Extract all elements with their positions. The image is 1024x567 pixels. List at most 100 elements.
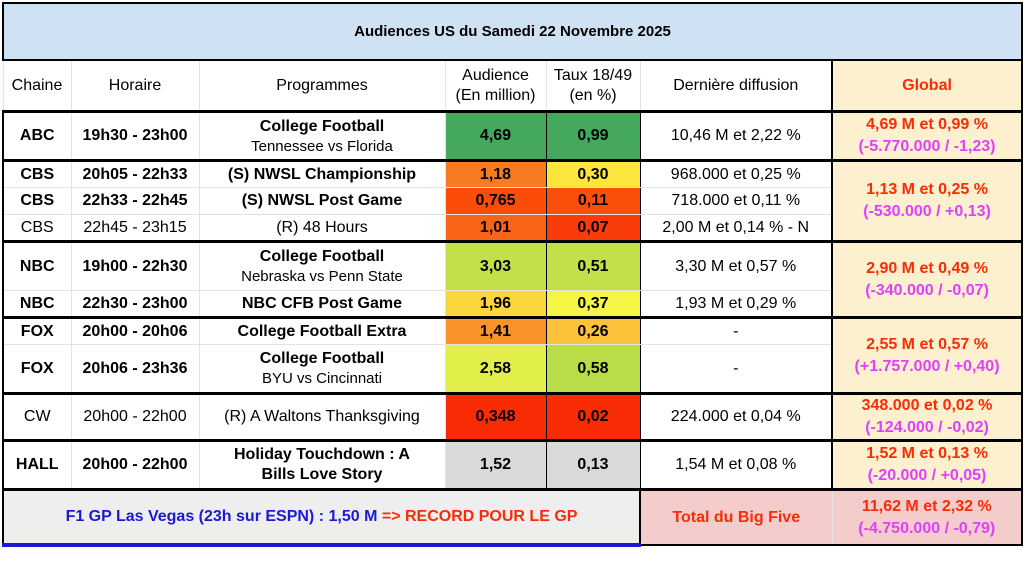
table-row: CW 20h00 - 22h00 (R) A Waltons Thanksgivin…	[2, 392, 1024, 441]
global-total: 2,55 M et 0,57 %	[866, 335, 988, 353]
global-change: (-5.770.000 / -1,23)	[858, 138, 996, 155]
rating-cell: 0,13	[545, 439, 641, 490]
rating-cell: 0,30	[545, 159, 641, 188]
header-taux-line2: (en %)	[569, 86, 617, 104]
audience-cell: 4,69	[444, 110, 547, 161]
last-broadcast-cell: 968.000 et 0,25 %	[639, 159, 833, 188]
program-title: Holiday Touchdown : A	[234, 446, 410, 463]
time-slot-cell: 22h45 - 23h15	[70, 214, 200, 242]
channel-cell: CBS	[2, 187, 72, 215]
audience-cell: 1,52	[444, 439, 547, 490]
channel-cell: FOX	[2, 344, 72, 394]
time-slot-cell: 20h00 - 22h00	[70, 439, 200, 490]
program-title: College Football	[259, 248, 385, 265]
rating-cell: 0,99	[545, 110, 641, 161]
table-row: NBC 19h00 - 22h30 College Football Nebraska…	[2, 240, 1024, 318]
program-cell: College Football Tennessee vs Florida	[198, 110, 446, 161]
program-subtitle: Tennessee vs Florida	[251, 137, 393, 155]
footer-note-f1: F1 GP Las Vegas (23h sur ESPN) : 1,50 M	[65, 508, 378, 525]
time-slot-cell: 22h33 - 22h45	[70, 187, 200, 215]
total-value: 11,62 M et 2,32 % (-4.750.000 / -0,79)	[831, 488, 1024, 546]
time-slot-cell: 20h05 - 22h33	[70, 159, 200, 188]
last-broadcast-cell: 224.000 et 0,04 %	[639, 392, 833, 441]
last-broadcast-cell: 2,00 M et 0,14 % - N	[639, 214, 833, 242]
audience-cell: 0,765	[444, 187, 547, 215]
footer-row: F1 GP Las Vegas (23h sur ESPN) : 1,50 M …	[2, 488, 1024, 547]
audience-cell: 1,96	[444, 290, 547, 318]
table-row: CBS 20h05 - 22h33 (S) NWSL Championship 1,1…	[2, 159, 1024, 242]
table-title: Audiences US du Samedi 22 Novembre 2025	[1, 2, 1024, 61]
global-change: (-20.000 / +0,05)	[867, 467, 987, 484]
audience-cell: 1,41	[444, 316, 547, 345]
global-change: (-340.000 / -0,07)	[865, 281, 989, 299]
channel-cell: NBC	[2, 240, 72, 291]
audience-cell: 3,03	[444, 240, 547, 291]
program-subtitle: BYU vs Cincinnati	[261, 370, 383, 387]
global-cell: 2,90 M et 0,49 % (-340.000 / -0,07)	[830, 240, 1024, 318]
footer-note: F1 GP Las Vegas (23h sur ESPN) : 1,50 M …	[2, 488, 641, 547]
rating-cell: 0,11	[545, 187, 641, 215]
last-broadcast-cell: -	[639, 344, 833, 394]
global-change: (-124.000 / -0,02)	[865, 419, 989, 436]
program-subtitle: Nebraska vs Penn State	[241, 268, 403, 285]
global-cell: 1,52 M et 0,13 % (-20.000 / +0,05)	[830, 439, 1024, 490]
program-title: (R) 48 Hours	[276, 218, 368, 236]
global-cell: 348.000 et 0,02 % (-124.000 / -0,02)	[830, 392, 1024, 441]
channel-cell: NBC	[2, 290, 72, 318]
header-audience-line1: Audience	[462, 66, 529, 84]
header-programmes: Programmes	[198, 59, 446, 113]
program-cell: (R) A Waltons Thanksgiving	[198, 392, 446, 441]
time-slot-cell: 20h00 - 20h06	[70, 316, 200, 345]
time-slot-cell: 19h00 - 22h30	[70, 240, 200, 291]
header-horaire: Horaire	[70, 59, 200, 113]
channel-cell: FOX	[2, 316, 72, 345]
global-total: 1,52 M et 0,13 %	[866, 445, 988, 462]
program-cell: College Football Nebraska vs Penn State	[198, 240, 446, 291]
channel-cell: ABC	[2, 110, 72, 161]
header-global: Global	[830, 59, 1024, 113]
audience-table-container: Audiences US du Samedi 22 Novembre 2025 …	[1, 2, 1024, 547]
total-line2: (-4.750.000 / -0,79)	[858, 519, 996, 537]
program-cell: College Football BYU vs Cincinnati	[198, 344, 446, 394]
global-total: 1,13 M et 0,25 %	[866, 181, 988, 198]
program-cell: College Football Extra	[198, 316, 446, 345]
audience-cell: 1,18	[444, 159, 547, 188]
footer-note-record: => RECORD POUR LE GP	[381, 508, 578, 525]
table-row: HALL 20h00 - 22h00 Holiday Touchdown : A Bi…	[2, 439, 1024, 490]
program-cell: (S) NWSL Post Game	[198, 187, 446, 215]
header-taux-line1: Taux 18/49	[553, 66, 633, 84]
audience-cell: 1,01	[444, 214, 547, 242]
header-taux: Taux 18/49 (en %)	[545, 59, 641, 113]
audience-cell: 2,58	[444, 344, 547, 394]
global-total: 2,90 M et 0,49 %	[866, 259, 988, 277]
audience-cell: 0,348	[444, 392, 547, 441]
rating-cell: 0,07	[545, 214, 641, 242]
time-slot-cell: 19h30 - 23h00	[70, 110, 200, 161]
header-chaine: Chaine	[2, 59, 72, 113]
program-title: NBC CFB Post Game	[241, 294, 403, 312]
global-change: (+1.757.000 / +0,40)	[854, 357, 1000, 375]
time-slot-cell: 20h00 - 22h00	[70, 392, 200, 441]
time-slot-cell: 20h06 - 23h36	[70, 344, 200, 394]
program-title: College Football	[259, 350, 385, 367]
program-cell: (R) 48 Hours	[198, 214, 446, 242]
global-change: (-530.000 / +0,13)	[863, 203, 991, 220]
rating-cell: 0,37	[545, 290, 641, 318]
global-total: 4,69 M et 0,99 %	[866, 116, 988, 133]
program-title: (S) NWSL Post Game	[241, 192, 403, 209]
audience-table: Audiences US du Samedi 22 Novembre 2025 …	[1, 2, 1024, 547]
channel-cell: HALL	[2, 439, 72, 490]
program-title: College Football	[259, 117, 385, 135]
program-cell: Holiday Touchdown : A Bills Love Story	[198, 439, 446, 490]
program-cell: NBC CFB Post Game	[198, 290, 446, 318]
channel-cell: CW	[2, 392, 72, 441]
header-audience: Audience (En million)	[444, 59, 547, 113]
last-broadcast-cell: -	[639, 316, 833, 345]
rating-cell: 0,02	[545, 392, 641, 441]
last-broadcast-cell: 718.000 et 0,11 %	[639, 187, 833, 215]
table-row: FOX 20h00 - 20h06 College Football Extra 1,…	[2, 316, 1024, 394]
table-row: CBS 22h45 - 23h15 (R) 48 Hours 1,01 0,07 2,00…	[2, 214, 1022, 242]
rating-cell: 0,26	[545, 316, 641, 345]
header-derniere-diffusion: Dernière diffusion	[639, 59, 833, 113]
table-row: NBC 22h30 - 23h00 NBC CFB Post Game 1,96 0,3…	[2, 290, 1022, 318]
